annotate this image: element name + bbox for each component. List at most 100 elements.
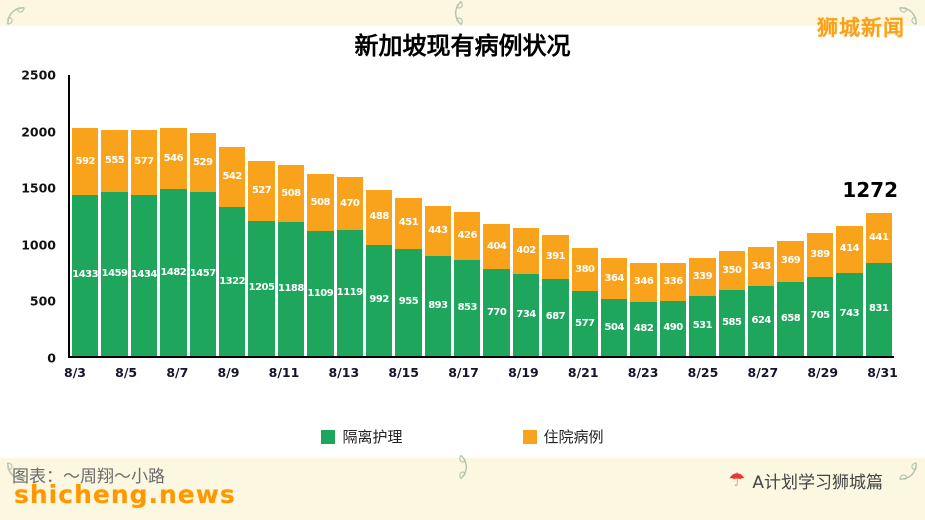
stacked-bar-8/26: 343 624 xyxy=(747,75,775,356)
corner-ornament-icon xyxy=(897,460,919,482)
umbrella-icon: ☂ xyxy=(728,469,746,491)
plot-area: 592 1433 555 1459 577 1434 546 1482 529 1457 542 13… xyxy=(68,75,898,358)
isolation-segment: 1459 xyxy=(101,192,128,356)
stacked-bar-8/11: 508 1109 xyxy=(307,75,334,356)
hospitalized-segment: 488 xyxy=(365,189,393,245)
hospitalized-segment: 350 xyxy=(718,250,745,291)
stacked-bar-8/16: 426 853 xyxy=(454,75,481,356)
legend-item-isolation: 隔离护理 xyxy=(321,426,403,447)
stacked-bar-8/15: 443 893 xyxy=(424,75,452,356)
hospitalized-segment: 389 xyxy=(806,233,834,277)
hospitalized-segment: 369 xyxy=(777,240,804,283)
isolation-segment: 1188 xyxy=(277,222,304,356)
stacked-bar-8/22: 346 482 xyxy=(630,75,657,356)
hospitalized-segment: 426 xyxy=(454,212,481,261)
isolation-segment: 577 xyxy=(571,291,599,356)
stacked-bar-8/18: 402 734 xyxy=(512,75,540,356)
hospitalized-segment: 339 xyxy=(689,258,716,297)
hospitalized-segment: 527 xyxy=(248,161,275,221)
edge-ornament-icon xyxy=(445,0,476,29)
latest-total-annotation: 1272 xyxy=(842,177,898,202)
isolation-segment: 687 xyxy=(542,278,569,356)
hospitalized-segment: 592 xyxy=(72,128,99,195)
hospitalized-segment: 542 xyxy=(218,146,246,208)
footer-credit-label: A计划学习狮城篇 xyxy=(752,473,883,493)
stacked-bar-8/14: 451 955 xyxy=(395,75,422,356)
hospitalized-segment: 346 xyxy=(630,262,657,302)
legend-label: 住院病例 xyxy=(543,428,604,446)
isolation-segment: 1434 xyxy=(130,194,157,356)
stacked-bar-8/4: 555 1459 xyxy=(101,75,128,356)
hospitalized-segment: 402 xyxy=(512,228,540,274)
corner-ornament-icon xyxy=(5,5,27,27)
hospitalized-segment: 470 xyxy=(336,177,363,231)
hospitalized-segment: 508 xyxy=(277,165,305,223)
hospitalized-segment: 546 xyxy=(160,128,187,190)
bottom-tint-band xyxy=(0,458,925,520)
stacked-bar-8/25: 350 585 xyxy=(718,75,745,356)
y-axis: 2500 2000 1500 1000 500 0 xyxy=(16,68,62,366)
hospitalized-segment: 529 xyxy=(189,132,216,193)
hospitalized-segment: 336 xyxy=(659,263,687,301)
x-axis-tick-label: 8/17 xyxy=(448,365,479,380)
isolation-segment: 893 xyxy=(424,255,452,356)
green-swatch-icon xyxy=(321,429,336,444)
orange-swatch-icon xyxy=(522,429,537,444)
stacked-bar-8/19: 391 687 xyxy=(542,75,569,356)
stacked-bar-8/9: 527 1205 xyxy=(248,75,275,356)
stacked-bar-8/30: 441 831 xyxy=(865,75,892,356)
x-axis-tick-label: 8/3 xyxy=(64,365,86,380)
stacked-bar-8/10: 508 1188 xyxy=(277,75,305,356)
stacked-bar-8/5: 577 1434 xyxy=(130,75,157,356)
isolation-segment: 853 xyxy=(454,260,481,356)
isolation-segment: 734 xyxy=(512,273,540,356)
hospitalized-segment: 555 xyxy=(101,129,128,193)
stacked-bar-8/6: 546 1482 xyxy=(160,75,187,356)
isolation-segment: 992 xyxy=(365,244,393,356)
hospitalized-segment: 343 xyxy=(747,247,775,286)
y-axis-tick-label: 1500 xyxy=(21,180,56,196)
isolation-segment: 624 xyxy=(747,285,775,356)
x-axis-tick-label: 8/7 xyxy=(166,365,189,380)
x-axis-tick-label: 8/29 xyxy=(807,365,839,380)
edge-ornament-icon xyxy=(445,451,476,482)
hospitalized-segment: 404 xyxy=(483,224,510,270)
isolation-segment: 1457 xyxy=(189,192,216,356)
x-axis-tick-label: 8/9 xyxy=(217,365,240,380)
stacked-bar-8/23: 336 490 xyxy=(659,75,687,356)
x-axis-tick-label: 8/13 xyxy=(328,365,360,380)
x-axis-tick-label: 8/27 xyxy=(747,365,779,380)
stacked-bar-8/17: 404 770 xyxy=(483,75,510,356)
x-axis-tick-label: 8/21 xyxy=(567,365,599,380)
isolation-segment: 658 xyxy=(777,282,804,356)
stacked-bar-8/28: 389 705 xyxy=(806,75,834,356)
corner-ornament-icon xyxy=(897,5,919,27)
isolation-segment: 705 xyxy=(806,276,834,356)
isolation-segment: 490 xyxy=(659,300,687,356)
legend-label: 隔离护理 xyxy=(342,428,403,446)
isolation-segment: 955 xyxy=(395,248,422,356)
footer-credit: ☂ A计划学习狮城篇 xyxy=(728,468,883,494)
stacked-bar-8/13: 488 992 xyxy=(365,75,393,356)
isolation-segment: 482 xyxy=(630,301,657,356)
isolation-segment: 1205 xyxy=(248,220,275,356)
isolation-segment: 1322 xyxy=(218,207,246,356)
isolation-segment: 770 xyxy=(483,269,510,356)
hospitalized-segment: 441 xyxy=(865,213,892,263)
x-axis-tick-label: 8/11 xyxy=(268,365,300,380)
legend: 隔离护理 住院病例 xyxy=(0,426,925,447)
x-axis-tick-label: 8/5 xyxy=(115,365,138,380)
y-axis-tick-label: 2500 xyxy=(21,67,56,83)
isolation-segment: 1119 xyxy=(336,230,363,356)
chart-title: 新加坡现有病例状况 xyxy=(354,32,571,60)
hospitalized-segment: 414 xyxy=(836,225,863,273)
site-watermark: shicheng.news xyxy=(14,480,236,509)
x-axis: 8/3 8/5 8/7 8/9 8/11 8/13 8/15 8/17 8/19 8/21 8/23… xyxy=(64,365,898,380)
x-axis-tick-label: 8/19 xyxy=(508,365,539,380)
x-axis-tick-label: 8/25 xyxy=(687,365,719,380)
hospitalized-segment: 451 xyxy=(395,197,422,249)
isolation-segment: 743 xyxy=(836,272,863,356)
stacked-bar-8/3: 592 1433 xyxy=(72,75,99,356)
x-axis-tick-label: 8/31 xyxy=(867,365,898,380)
